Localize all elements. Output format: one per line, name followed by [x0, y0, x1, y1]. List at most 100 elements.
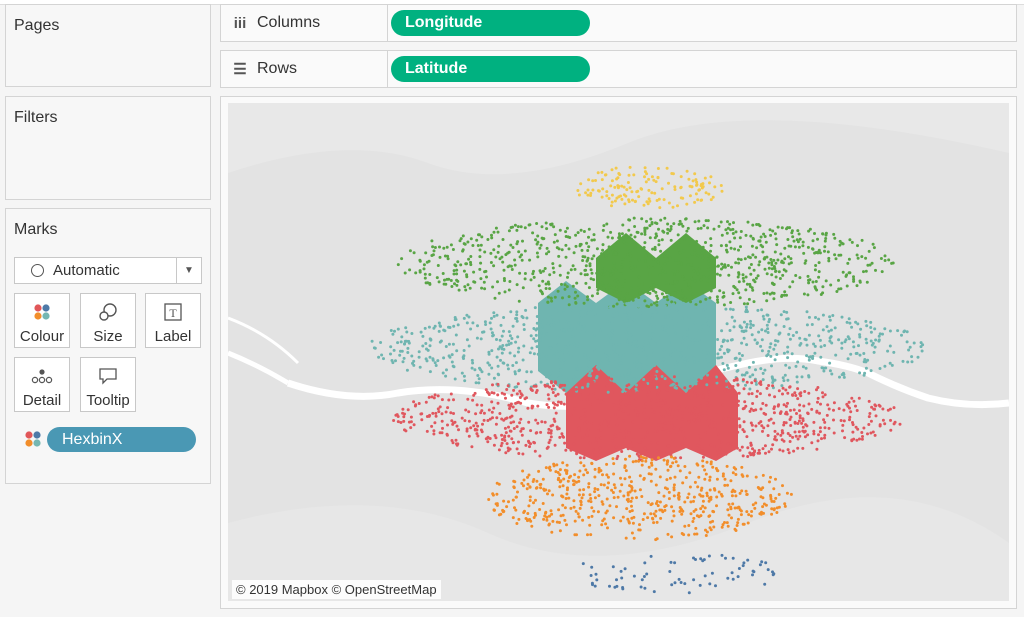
red-point: [665, 388, 669, 392]
teal-point: [559, 374, 563, 377]
latitude-pill[interactable]: Latitude: [391, 56, 590, 82]
orange-point: [487, 498, 491, 501]
tooltip-button[interactable]: Tooltip: [80, 357, 136, 412]
teal-point: [807, 333, 811, 337]
red-point: [664, 429, 668, 433]
green-point: [765, 272, 769, 276]
teal-point: [863, 358, 867, 361]
green-point: [832, 232, 836, 236]
orange-point: [548, 514, 551, 518]
teal-point: [489, 327, 493, 331]
hexbinx-field-pill[interactable]: HexbinX: [47, 427, 196, 452]
yellow-point: [685, 202, 689, 206]
map-canvas[interactable]: [228, 103, 1009, 601]
map-view[interactable]: © 2019 Mapbox © OpenStreetMap: [228, 103, 1009, 601]
green-point: [702, 250, 706, 254]
pages-card[interactable]: Pages: [5, 4, 211, 87]
orange-point: [608, 504, 612, 508]
yellow-point: [647, 197, 651, 201]
colour-button[interactable]: Colour: [14, 293, 70, 348]
teal-point: [666, 314, 670, 318]
orange-point: [605, 462, 609, 466]
orange-point: [593, 496, 597, 500]
teal-point: [405, 330, 409, 334]
teal-point: [878, 367, 882, 370]
teal-point: [572, 375, 576, 379]
green-point: [536, 255, 540, 259]
teal-point: [674, 363, 678, 367]
orange-point: [522, 511, 526, 514]
orange-point: [597, 470, 601, 474]
red-point: [624, 387, 628, 391]
green-point: [862, 270, 865, 274]
green-point: [707, 259, 711, 263]
longitude-pill[interactable]: Longitude: [391, 10, 590, 36]
mark-type-dropdown[interactable]: Automatic ▼: [14, 257, 202, 284]
green-point: [738, 296, 742, 300]
size-button[interactable]: Size: [80, 293, 136, 348]
teal-point: [824, 366, 828, 370]
teal-point: [421, 334, 425, 338]
teal-point: [905, 330, 909, 334]
teal-point: [649, 323, 653, 327]
orange-point: [561, 503, 565, 507]
green-point: [833, 236, 837, 240]
teal-point: [685, 356, 689, 360]
green-point: [687, 283, 691, 286]
red-point: [794, 394, 798, 397]
green-point: [776, 225, 780, 229]
red-point: [737, 391, 741, 395]
red-point: [748, 409, 752, 413]
green-point: [428, 281, 432, 285]
orange-point: [546, 492, 549, 496]
green-point: [603, 269, 607, 273]
teal-point: [538, 367, 542, 371]
green-point: [551, 262, 555, 266]
orange-point: [731, 502, 735, 506]
yellow-point: [586, 188, 590, 192]
green-point: [737, 248, 740, 252]
red-point: [494, 422, 498, 426]
red-point: [582, 389, 586, 393]
orange-point: [717, 490, 721, 494]
teal-point: [771, 378, 775, 382]
red-point: [692, 418, 696, 422]
teal-point: [858, 333, 862, 337]
orange-point: [705, 530, 709, 534]
columns-shelf[interactable]: iii Columns Longitude: [220, 4, 1017, 42]
teal-point: [567, 328, 571, 332]
teal-point: [515, 319, 519, 323]
red-point: [652, 429, 656, 433]
teal-point: [737, 352, 741, 355]
green-point: [537, 284, 541, 288]
red-point: [635, 391, 639, 395]
orange-point: [694, 526, 698, 530]
label-button[interactable]: T Label: [145, 293, 201, 348]
green-point: [696, 272, 700, 276]
orange-point: [745, 510, 749, 514]
filters-card[interactable]: Filters: [5, 96, 211, 200]
green-point: [657, 243, 661, 247]
red-point: [482, 418, 486, 422]
orange-point: [642, 456, 646, 460]
teal-point: [597, 367, 601, 371]
teal-point: [804, 338, 808, 342]
green-point: [576, 294, 580, 298]
red-point: [535, 389, 539, 392]
teal-point: [515, 310, 519, 314]
chevron-down-icon[interactable]: ▼: [176, 258, 201, 283]
teal-point: [544, 355, 548, 358]
orange-point: [589, 500, 593, 504]
red-point: [512, 388, 516, 392]
green-point: [765, 291, 769, 295]
rows-shelf[interactable]: ☰ Rows Latitude: [220, 50, 1017, 88]
teal-point: [676, 359, 680, 363]
detail-button[interactable]: Detail: [14, 357, 70, 412]
red-point: [634, 409, 638, 413]
red-point: [534, 431, 538, 435]
red-point: [847, 400, 851, 404]
orange-point: [655, 537, 659, 541]
orange-point: [628, 475, 632, 479]
green-point: [633, 225, 637, 228]
green-point: [690, 252, 694, 256]
